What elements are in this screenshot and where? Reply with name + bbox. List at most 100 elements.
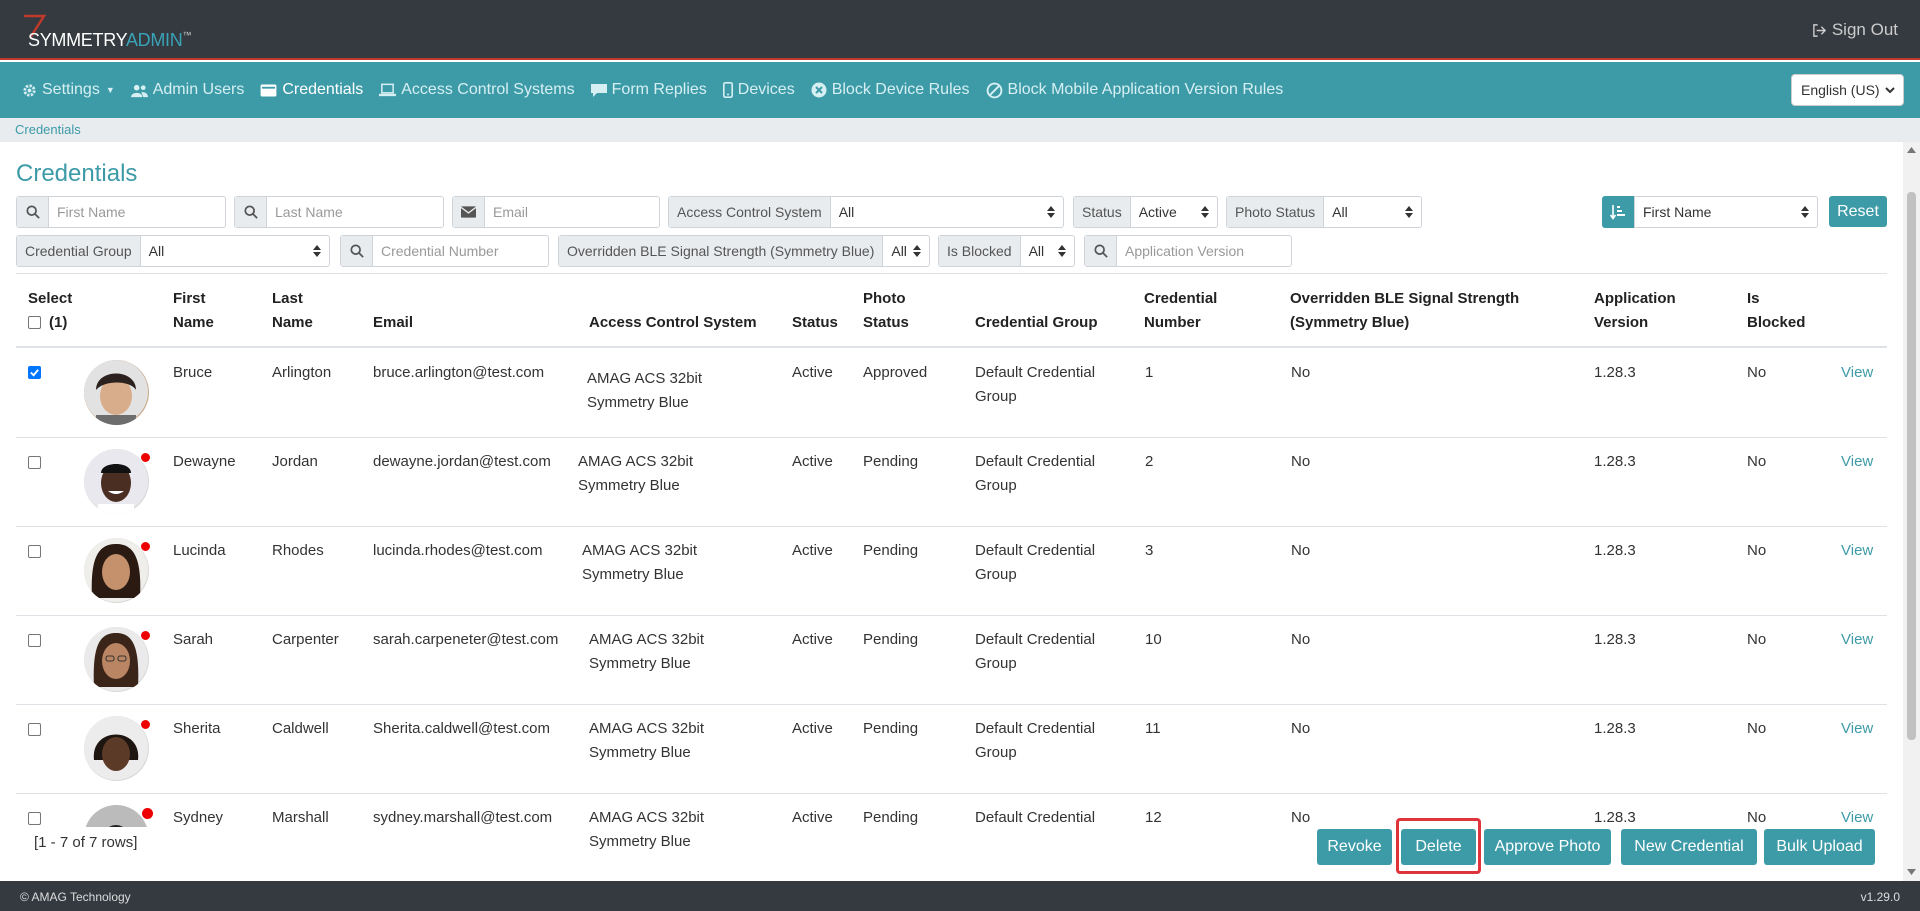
nav-form-replies[interactable]: Form Replies xyxy=(590,81,707,99)
scroll-up-icon[interactable] xyxy=(1907,146,1916,153)
is-blocked-cell: No xyxy=(1747,809,1767,826)
reset-button[interactable]: Reset xyxy=(1829,196,1887,227)
row-checkbox[interactable] xyxy=(28,723,41,736)
pending-dot xyxy=(140,719,151,730)
select-all-checkbox[interactable] xyxy=(28,316,41,329)
acs-cell: AMAG ACS 32bit Symmetry Blue xyxy=(582,542,698,583)
sort-updown-icon xyxy=(1047,206,1055,218)
credential-group-select[interactable]: All xyxy=(141,236,329,266)
row-checkbox[interactable] xyxy=(28,366,41,379)
last-name-cell: Rhodes xyxy=(272,542,324,559)
bulk-upload-button[interactable]: Bulk Upload xyxy=(1764,829,1875,865)
comment-icon xyxy=(590,83,607,97)
view-link[interactable]: View xyxy=(1841,542,1874,559)
photo-status-select[interactable]: All xyxy=(1324,197,1421,227)
status-cell: Active xyxy=(792,364,833,381)
new-credential-button[interactable]: New Credential xyxy=(1621,829,1757,865)
first-name-cell: Dewayne xyxy=(173,453,236,470)
row-checkbox[interactable] xyxy=(28,545,41,558)
col-select: Select xyxy=(28,290,73,307)
row-checkbox[interactable] xyxy=(28,812,41,825)
status-select[interactable]: Active xyxy=(1131,197,1217,227)
credential-group-cell: Default Credential xyxy=(975,809,1096,826)
delete-button[interactable]: Delete xyxy=(1401,829,1476,865)
search-icon xyxy=(235,197,267,227)
scrollbar-thumb[interactable] xyxy=(1907,192,1916,740)
nav-credentials[interactable]: Credentials xyxy=(260,81,363,99)
breadcrumb-credentials[interactable]: Credentials xyxy=(15,122,81,137)
nav-access-control-systems[interactable]: Access Control Systems xyxy=(379,81,575,99)
acs-cell: AMAG ACS 32bit Symmetry Blue xyxy=(589,631,705,672)
footer: © AMAG Technology v1.29.0 xyxy=(0,881,1920,911)
first-name-input[interactable]: First Name xyxy=(57,204,126,220)
last-name-input[interactable]: Last Name xyxy=(275,204,343,220)
acs-select[interactable]: All xyxy=(831,197,1063,227)
row-checkbox[interactable] xyxy=(28,634,41,647)
view-link[interactable]: View xyxy=(1841,631,1874,648)
ble-cell: No xyxy=(1291,364,1311,381)
view-link[interactable]: View xyxy=(1841,809,1874,826)
col-acs[interactable]: Access Control System xyxy=(589,314,757,331)
copyright: © AMAG Technology xyxy=(20,890,131,904)
ble-cell: No xyxy=(1291,453,1311,470)
app-version: v1.29.0 xyxy=(1860,890,1900,904)
email-input[interactable]: Email xyxy=(493,204,529,220)
col-is-blocked[interactable]: Is Blocked xyxy=(1747,290,1806,331)
last-name-cell: Jordan xyxy=(272,453,318,470)
app-version-input[interactable]: Application Version xyxy=(1125,243,1245,259)
ble-filter-label: Overridden BLE Signal Strength (Symmetry… xyxy=(559,236,884,266)
blocked-select[interactable]: All xyxy=(1021,236,1074,266)
photo-status-cell: Pending xyxy=(863,631,919,648)
col-app-version[interactable]: Application Version xyxy=(1594,290,1676,331)
view-link[interactable]: View xyxy=(1841,453,1874,470)
brand-logo[interactable]: SYMMETRYADMIN™ xyxy=(20,14,191,50)
sign-out-link[interactable]: Sign Out xyxy=(1812,20,1898,40)
approve-photo-button[interactable]: Approve Photo xyxy=(1484,829,1611,865)
sort-updown-icon xyxy=(1058,245,1066,257)
photo-status-filter-label: Photo Status xyxy=(1227,197,1325,227)
first-name-cell: Sherita xyxy=(173,720,221,737)
nav-settings[interactable]: Settings ▼ xyxy=(22,81,115,99)
col-ble[interactable]: Overridden BLE Signal Strength (Symmetry … xyxy=(1290,290,1520,331)
col-photo-status[interactable]: Photo Status xyxy=(863,290,909,331)
page-title: Credentials xyxy=(16,160,138,187)
pagination-info: [1 - 7 of 7 rows] xyxy=(34,834,138,851)
credential-number-cell: 1 xyxy=(1145,364,1154,381)
scroll-down-icon[interactable] xyxy=(1907,869,1916,876)
row-checkbox[interactable] xyxy=(28,456,41,469)
last-name-filter: Last Name xyxy=(234,196,444,228)
gear-icon xyxy=(23,83,36,97)
nav-credentials-label: Credentials xyxy=(282,81,364,98)
search-icon xyxy=(17,197,49,227)
view-link[interactable]: View xyxy=(1841,364,1874,381)
col-credential-group[interactable]: Credential Group xyxy=(975,314,1098,331)
email-cell: dewayne.jordan@test.com xyxy=(373,453,551,470)
language-select[interactable]: English (US) xyxy=(1791,74,1904,106)
col-first-name[interactable]: First Name xyxy=(173,290,214,331)
col-last-name[interactable]: Last Name xyxy=(272,290,313,331)
status-filter: Status Active xyxy=(1073,196,1218,228)
sort-field-select[interactable]: First Name xyxy=(1635,197,1817,227)
page-scrollbar[interactable] xyxy=(1903,142,1920,881)
id-card-icon xyxy=(260,83,277,97)
col-status[interactable]: Status xyxy=(792,314,838,331)
acs-cell: AMAG ACS 32bit Symmetry Blue xyxy=(589,720,705,761)
sort-direction-button[interactable] xyxy=(1602,196,1634,228)
nav-block-mobile-app-version-rules[interactable]: Block Mobile Application Version Rules xyxy=(986,81,1283,99)
ble-select[interactable]: All xyxy=(883,236,929,266)
col-credential-number[interactable]: Credential Number xyxy=(1144,290,1218,331)
first-name-cell: Lucinda xyxy=(173,542,226,559)
sort-updown-icon xyxy=(1801,206,1809,218)
nav-admin-users[interactable]: Admin Users xyxy=(130,81,244,99)
top-bar: SYMMETRYADMIN™ Sign Out xyxy=(0,0,1920,60)
acs-filter: Access Control System All xyxy=(668,196,1064,228)
nav-devices[interactable]: Devices xyxy=(722,81,795,99)
col-email[interactable]: Email xyxy=(373,314,414,331)
credential-number-input[interactable]: Credential Number xyxy=(381,243,499,259)
nav-block-device-rules[interactable]: Block Device Rules xyxy=(811,81,970,99)
first-name-cell: Sarah xyxy=(173,631,214,648)
revoke-button[interactable]: Revoke xyxy=(1317,829,1392,865)
view-link[interactable]: View xyxy=(1841,720,1874,737)
credential-group-filter: Credential Group All xyxy=(16,235,330,267)
acs-cell: AMAG ACS 32bit Symmetry Blue xyxy=(589,809,705,850)
